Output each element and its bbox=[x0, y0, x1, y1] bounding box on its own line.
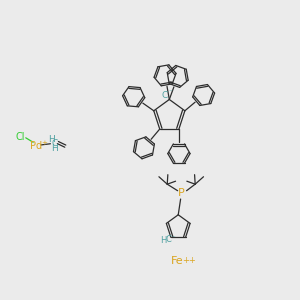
Text: Cl: Cl bbox=[16, 132, 26, 142]
Text: H: H bbox=[160, 236, 167, 245]
Text: Pd: Pd bbox=[29, 140, 42, 151]
Text: ⁻: ⁻ bbox=[171, 235, 175, 241]
Text: ⁻: ⁻ bbox=[168, 88, 172, 97]
Text: C: C bbox=[51, 139, 57, 148]
Text: H: H bbox=[51, 144, 58, 153]
Text: H: H bbox=[48, 134, 55, 143]
Text: ++: ++ bbox=[182, 256, 196, 265]
Text: C: C bbox=[162, 91, 168, 100]
Text: C: C bbox=[166, 235, 172, 244]
Text: Fe: Fe bbox=[170, 256, 183, 266]
Text: P: P bbox=[178, 188, 184, 198]
Text: +: + bbox=[41, 140, 47, 146]
